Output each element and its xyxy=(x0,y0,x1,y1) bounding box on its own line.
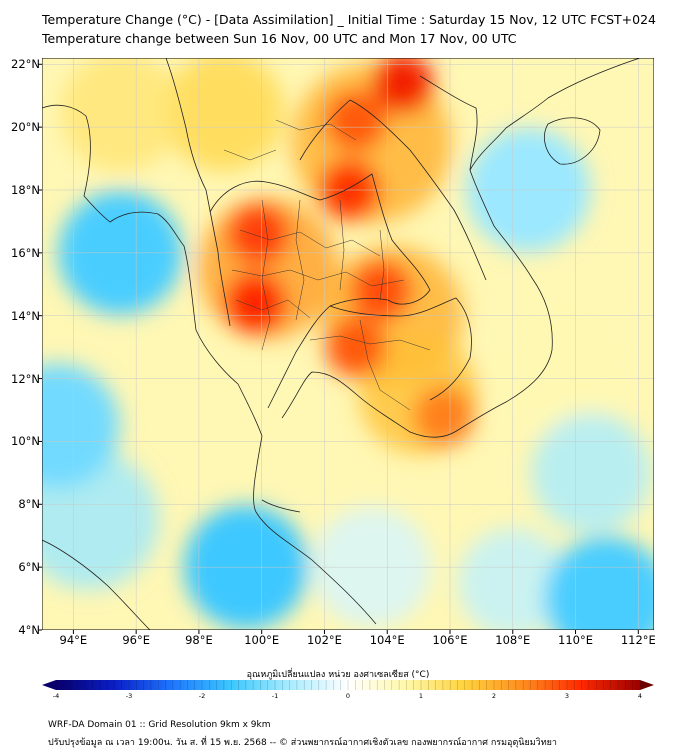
cambodia-border xyxy=(329,297,472,401)
south-china-sea-cool xyxy=(544,536,654,630)
lon-label: 106°E xyxy=(432,633,468,647)
colorbar-min-arrow xyxy=(42,680,56,690)
axis-ticks xyxy=(38,63,639,634)
lat-label: 22°N xyxy=(11,57,40,72)
colorbar-tick-label: -2 xyxy=(198,692,206,700)
field-halo xyxy=(60,58,181,172)
lat-label: 12°N xyxy=(11,371,40,386)
map-title-line2: Temperature change between Sun 16 Nov, 0… xyxy=(42,31,517,46)
colorbar xyxy=(42,680,654,690)
vietnam-border xyxy=(419,75,478,171)
colorbar-tick-label: 3 xyxy=(564,692,570,700)
sumatra-coast xyxy=(42,539,151,630)
lon-label: 100°E xyxy=(244,633,280,647)
lat-label: 8°N xyxy=(18,497,40,512)
west-thailand-hotspot xyxy=(228,204,289,264)
lon-label: 104°E xyxy=(369,633,405,647)
lat-label: 20°N xyxy=(11,120,40,135)
colorbar-gradient xyxy=(56,680,640,690)
lon-label: 110°E xyxy=(558,633,594,647)
lon-label: 102°E xyxy=(306,633,342,647)
lon-label: 112°E xyxy=(620,633,656,647)
northeast-thailand-hotspot xyxy=(350,260,411,321)
myanmar-border xyxy=(165,58,231,327)
colorbar-tick-label: -3 xyxy=(125,692,133,700)
coastlines-and-borders xyxy=(42,58,641,630)
colorbar-max-arrow xyxy=(640,680,654,690)
south-vietnam-hotspot xyxy=(413,386,474,447)
colorbar-tick-label: 2 xyxy=(491,692,497,700)
south-china-hotspot xyxy=(372,58,433,114)
lat-label: 4°N xyxy=(18,623,40,637)
lon-label: 108°E xyxy=(495,633,531,647)
colorbar-tick-label: -4 xyxy=(52,692,60,700)
colorbar-tick-label: 4 xyxy=(637,692,643,700)
temperature-field xyxy=(42,58,654,630)
footer-model-info: WRF-DA Domain 01 :: Grid Resolution 9km … xyxy=(48,720,271,730)
lat-label: 10°N xyxy=(11,434,40,449)
field-halo xyxy=(164,58,285,172)
lon-label: 94°E xyxy=(59,633,88,647)
lon-label: 98°E xyxy=(185,633,213,647)
province-boundaries xyxy=(223,119,431,411)
colorbar-tick-label: 0 xyxy=(345,692,351,700)
malaysia-border xyxy=(261,499,301,513)
lat-label: 18°N xyxy=(11,183,40,197)
lat-label: 16°N xyxy=(11,245,40,260)
north-vietnam-hotspot xyxy=(325,90,386,151)
field-halo xyxy=(489,292,630,433)
lat-label: 14°N xyxy=(11,308,40,323)
lon-label: 96°E xyxy=(122,633,150,647)
map-gridlines xyxy=(42,58,654,630)
colorbar-title: อุณหภูมิเปลี่ยนแปลง หน่วย องศาเซลเซียส (… xyxy=(246,670,430,680)
andaman-sea-cool-2 xyxy=(42,363,120,488)
lat-label: 6°N xyxy=(18,560,40,575)
central-thailand-hotspot xyxy=(225,273,286,334)
colorbar-tick-label: -1 xyxy=(271,692,279,700)
map-title-line1: Temperature Change (°C) - [Data Assimila… xyxy=(42,12,657,27)
thailand-border xyxy=(209,173,431,409)
field-halo xyxy=(531,412,652,533)
hainan-outline xyxy=(544,117,601,165)
mainland-coastline xyxy=(42,58,641,625)
laos-border xyxy=(299,99,487,281)
colorbar-tick-label: 1 xyxy=(418,692,424,700)
footer-credit: ปรับปรุงข้อมูล ณ เวลา 19:00น. วัน ส. ที่… xyxy=(48,738,557,748)
cambodia-hotspot xyxy=(325,317,386,378)
